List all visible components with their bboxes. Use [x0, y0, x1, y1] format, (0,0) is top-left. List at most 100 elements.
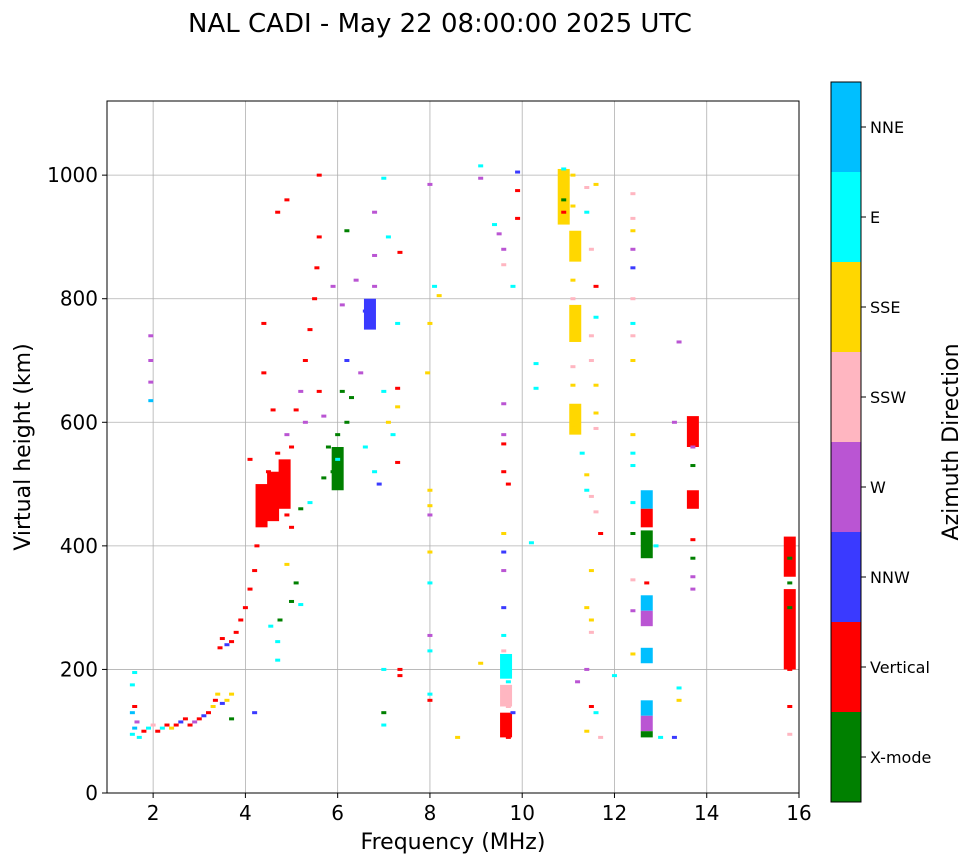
data-point: [787, 606, 793, 610]
x-axis-ticks: 2 4 6 8 10 12 14 16: [147, 793, 812, 825]
x-tick-label: 10: [509, 801, 534, 825]
data-point: [293, 408, 299, 412]
data-point: [224, 698, 230, 702]
data-point: [261, 321, 267, 325]
data-point: [284, 433, 290, 437]
data-point: [561, 179, 567, 183]
data-point: [570, 334, 576, 338]
data-point: [141, 729, 147, 733]
data-point: [630, 321, 636, 325]
data-point: [501, 606, 507, 610]
colorbar-segment: [831, 442, 861, 532]
data-point: [372, 210, 378, 214]
data-point: [293, 581, 299, 585]
data-point: [242, 606, 248, 610]
data-point: [182, 717, 188, 721]
data-point: [787, 732, 793, 736]
data-point: [501, 263, 507, 267]
y-axis-label: Virtual height (km): [11, 343, 36, 550]
data-point: [570, 297, 576, 301]
data-point: [289, 445, 295, 449]
data-point: [353, 278, 359, 282]
data-point: [265, 470, 271, 474]
data-point: [238, 618, 244, 622]
data-point: [690, 445, 696, 449]
data-point: [314, 266, 320, 270]
data-point: [588, 359, 594, 362]
data-point: [588, 618, 594, 622]
data-point: [129, 711, 135, 715]
data-point: [302, 359, 308, 362]
data-point: [505, 482, 511, 486]
data-point: [284, 198, 290, 202]
data-point: [148, 359, 154, 362]
data-point: [150, 723, 156, 727]
data-point: [630, 464, 636, 468]
data-point: [316, 173, 322, 177]
colorbar-segment: [831, 262, 861, 352]
data-point: [501, 550, 507, 554]
data-point: [593, 284, 599, 288]
data-band: [640, 731, 653, 738]
data-point: [630, 266, 636, 270]
data-point: [362, 445, 368, 449]
x-tick-label: 8: [424, 801, 437, 825]
data-point: [427, 692, 433, 696]
data-point: [178, 720, 184, 724]
data-point: [598, 735, 604, 739]
data-point: [787, 667, 793, 671]
data-band: [500, 684, 513, 707]
data-point: [630, 652, 636, 656]
data-point: [593, 711, 599, 715]
data-point: [505, 723, 511, 727]
data-point: [381, 723, 387, 727]
data-point: [630, 578, 636, 582]
data-point: [395, 405, 401, 409]
data-point: [302, 420, 308, 424]
data-point: [148, 380, 154, 384]
data-point: [501, 569, 507, 573]
data-point: [427, 488, 433, 492]
y-axis-ticks: 0 200 400 600 800 1000: [47, 163, 107, 805]
data-point: [671, 735, 677, 739]
y-tick-label: 600: [60, 410, 98, 434]
data-point: [588, 247, 594, 251]
data-point: [690, 556, 696, 560]
data-point: [515, 189, 521, 193]
colorbar-segment: [831, 712, 861, 802]
data-point: [584, 473, 590, 477]
data-point: [261, 371, 267, 375]
colorbar-segment: [831, 532, 861, 622]
data-point: [224, 643, 230, 647]
data-point: [575, 680, 581, 684]
y-tick-label: 800: [60, 287, 98, 311]
data-point: [252, 711, 258, 715]
data-point: [630, 192, 636, 196]
data-point: [584, 488, 590, 492]
data-point: [196, 717, 202, 721]
data-point: [561, 167, 567, 171]
data-point: [148, 399, 154, 403]
data-point: [676, 340, 682, 344]
data-point: [561, 210, 567, 214]
data-point: [372, 470, 378, 474]
data-point: [593, 383, 599, 387]
data-point: [169, 726, 175, 730]
y-tick-label: 400: [60, 534, 98, 558]
data-point: [588, 705, 594, 708]
data-point: [321, 414, 327, 418]
data-point: [690, 538, 696, 542]
data-band: [557, 168, 570, 225]
data-band: [363, 298, 376, 330]
data-point: [261, 501, 267, 505]
data-point: [252, 569, 258, 573]
data-band: [640, 610, 653, 627]
data-point: [630, 334, 636, 338]
data-point: [630, 609, 636, 613]
data-point: [187, 723, 193, 727]
colorbar-segment: [831, 82, 861, 172]
data-point: [588, 494, 594, 498]
x-axis-label: Frequency (MHz): [361, 830, 546, 855]
data-point: [330, 470, 336, 474]
data-point: [561, 198, 567, 202]
